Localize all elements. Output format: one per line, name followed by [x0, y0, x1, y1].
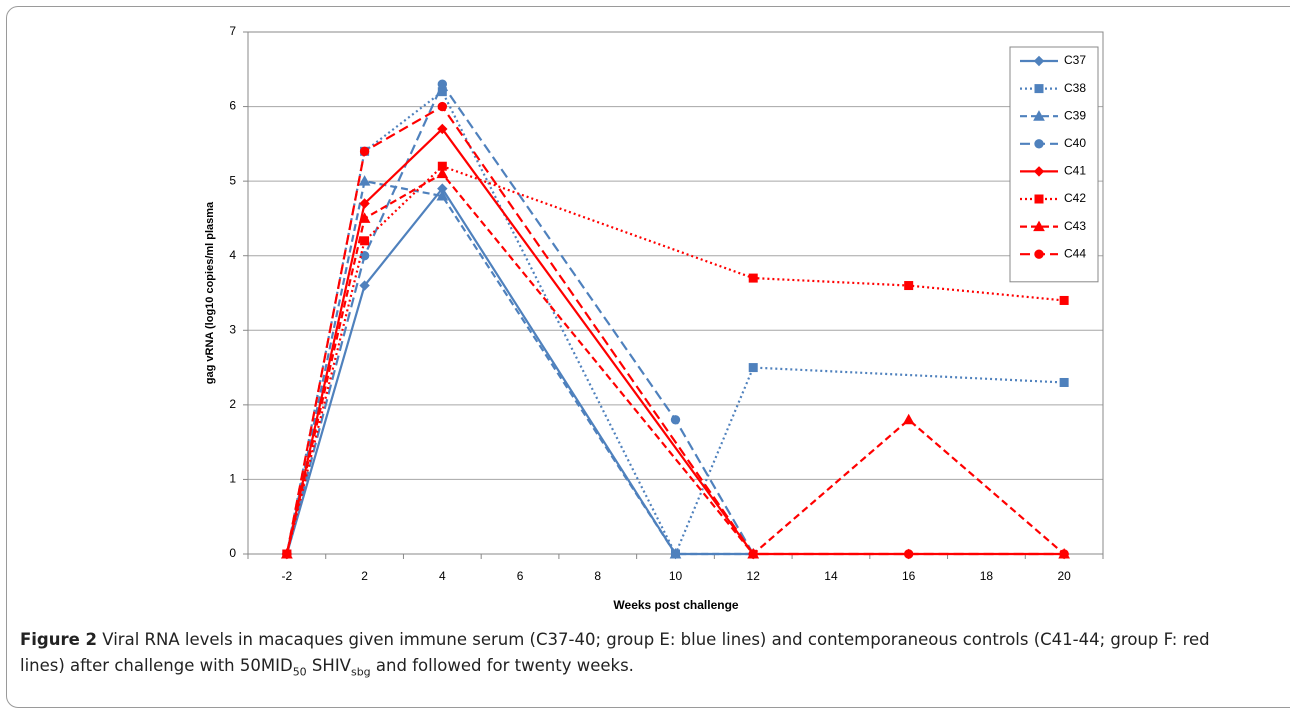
- marker: [748, 273, 758, 283]
- caption-text: Viral RNA levels in macaques given immun…: [20, 630, 1210, 675]
- marker: [359, 198, 370, 209]
- y-tick-label: 7: [229, 24, 236, 38]
- chart: Weeks post challenge gag vRNA (log10 cop…: [204, 24, 1104, 612]
- caption-sub: sbg: [350, 665, 371, 679]
- x-tick-label: 14: [824, 569, 838, 583]
- marker: [1034, 84, 1044, 94]
- marker: [669, 547, 682, 559]
- series-line: [285, 172, 1065, 556]
- y-tick-label: 5: [229, 173, 236, 187]
- series: [281, 167, 1070, 559]
- y-tick-label: 2: [229, 397, 236, 411]
- series: [281, 123, 1070, 560]
- series-line: [285, 127, 1065, 556]
- series-line: [285, 81, 755, 555]
- marker: [903, 549, 914, 559]
- marker: [358, 212, 371, 223]
- marker: [436, 167, 449, 179]
- y-tick-label: 4: [229, 248, 236, 262]
- marker: [904, 281, 914, 291]
- y-tick-label: 0: [229, 546, 236, 560]
- marker: [1033, 110, 1045, 121]
- series: [282, 161, 1069, 559]
- marker: [748, 363, 758, 373]
- legend-label: C42: [1064, 191, 1086, 205]
- marker: [1034, 139, 1044, 149]
- marker: [1059, 377, 1069, 387]
- series: [282, 87, 1069, 559]
- x-tick-label: 12: [747, 569, 761, 583]
- y-tick-label: 6: [229, 99, 236, 113]
- page: {"chart_data": { "type": "line", "xlabel…: [6, 6, 1290, 708]
- marker: [437, 123, 448, 135]
- series-line: [285, 179, 754, 556]
- x-tick-label: 16: [902, 569, 916, 583]
- marker: [359, 251, 370, 261]
- series: [282, 101, 1069, 559]
- marker: [748, 549, 758, 559]
- marker: [437, 79, 448, 89]
- marker: [282, 549, 292, 559]
- legend-label: C43: [1064, 219, 1086, 233]
- plot-area: [247, 31, 1104, 555]
- marker: [436, 190, 449, 201]
- legend-label: C44: [1064, 246, 1086, 260]
- marker: [1033, 55, 1045, 67]
- caption: Figure 2 Viral RNA levels in macaques gi…: [20, 627, 1220, 685]
- y-tick-label: 3: [229, 322, 236, 336]
- marker: [902, 413, 915, 425]
- legend-box: [1009, 46, 1099, 283]
- marker: [1034, 194, 1044, 204]
- x-tick-label: 18: [980, 569, 994, 583]
- series: [281, 183, 759, 560]
- x-tick-label: 20: [1057, 569, 1071, 583]
- caption-text: SHIV: [306, 656, 351, 675]
- marker: [359, 280, 370, 291]
- x-tick-label: 4: [439, 569, 446, 583]
- caption-label: Figure 2: [20, 630, 98, 649]
- marker: [360, 236, 370, 246]
- legend-label: C37: [1064, 53, 1086, 67]
- marker: [1033, 220, 1045, 232]
- legend-label: C40: [1064, 136, 1086, 150]
- marker: [1033, 166, 1045, 177]
- series-line: [285, 89, 1065, 557]
- series-line: [285, 105, 1065, 556]
- x-tick-label: 8: [594, 569, 601, 583]
- marker: [1059, 549, 1069, 559]
- marker: [437, 101, 448, 112]
- marker: [359, 146, 370, 157]
- x-axis-label: Weeks post challenge: [613, 598, 738, 612]
- x-tick-label: 2: [361, 569, 368, 583]
- marker: [670, 415, 681, 425]
- x-tick-label: -2: [282, 569, 293, 583]
- marker: [358, 175, 371, 186]
- legend-label: C41: [1064, 164, 1086, 178]
- x-tick-label: 10: [669, 569, 683, 583]
- legend-label: C39: [1064, 108, 1086, 122]
- caption-sub: 50: [292, 665, 307, 679]
- series-line: [285, 164, 1065, 555]
- x-tick-label: 6: [517, 569, 524, 583]
- y-axis-label: gag vRNA (log10 copies/ml plasma: [204, 201, 216, 384]
- marker: [1059, 295, 1069, 305]
- caption-text: and followed for twenty weeks.: [370, 656, 634, 675]
- marker: [1034, 249, 1044, 259]
- legend-label: C38: [1064, 81, 1086, 95]
- y-tick-label: 1: [229, 472, 236, 486]
